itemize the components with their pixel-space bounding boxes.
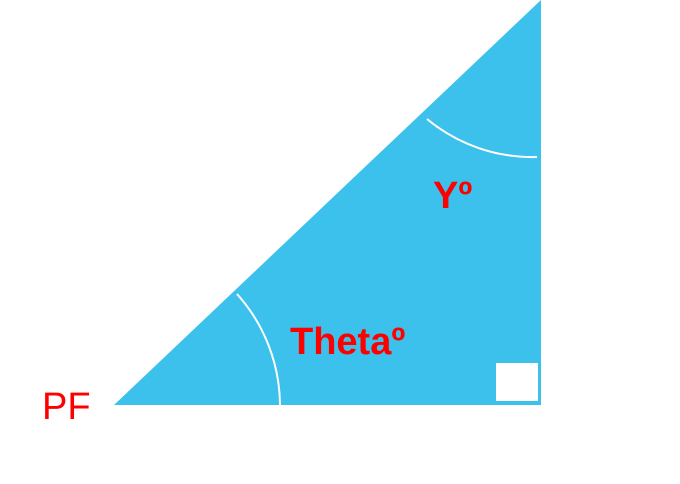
- vertex-label-pf: PF: [42, 386, 91, 428]
- right-angle-marker: [496, 363, 538, 401]
- angle-label-theta: Thetaº: [290, 321, 405, 363]
- angle-label-y: Yº: [433, 175, 472, 217]
